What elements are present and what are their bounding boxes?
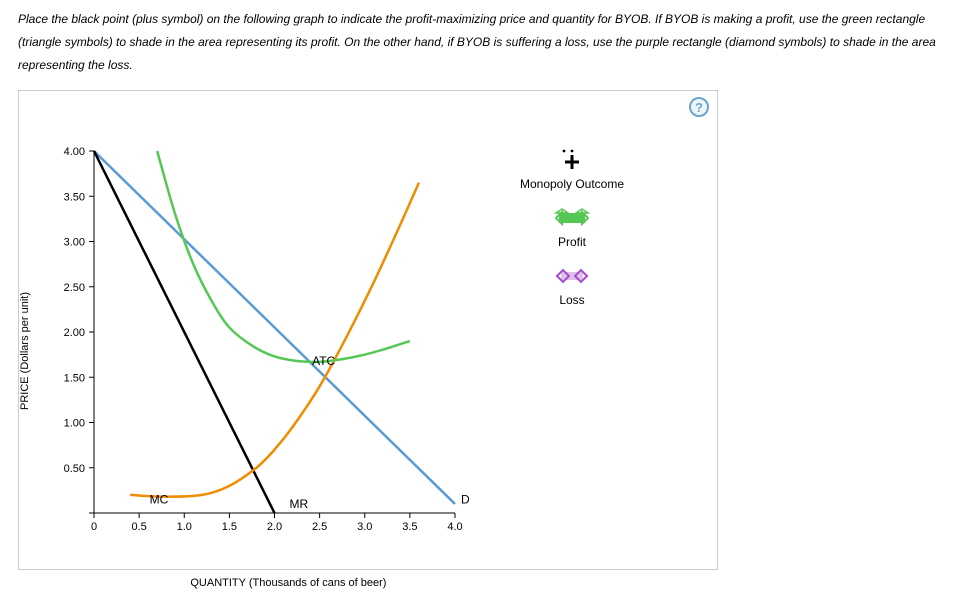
svg-text:3.0: 3.0: [357, 521, 372, 533]
svg-text:ATC: ATC: [312, 354, 335, 368]
svg-text:1.0: 1.0: [177, 521, 192, 533]
chart-svg[interactable]: 0 0.5 1.0 1.5 2.0 2.5 3.0 3.5 4.0 0.50 1.00 1.50 2.0…: [39, 141, 469, 561]
svg-text:2.00: 2.00: [64, 327, 85, 339]
svg-text:3.5: 3.5: [402, 521, 417, 533]
legend-item-loss[interactable]: Loss: [546, 265, 598, 307]
svg-text:4.0: 4.0: [447, 521, 462, 533]
y-axis-label: PRICE (Dollars per unit): [19, 292, 31, 410]
svg-text:3.00: 3.00: [64, 237, 85, 249]
legend-item-profit[interactable]: Profit: [546, 207, 598, 249]
chart-area[interactable]: PRICE (Dollars per unit) 00.51.01.52.02.…: [39, 141, 469, 561]
svg-text:1.00: 1.00: [64, 418, 85, 430]
legend-item-monopoly[interactable]: Monopoly Outcome: [520, 145, 624, 191]
legend: Monopoly Outcome Profit Loss: [497, 141, 647, 561]
svg-text:3.50: 3.50: [64, 192, 85, 204]
svg-text:2.50: 2.50: [64, 282, 85, 294]
plus-icon: [552, 145, 592, 171]
legend-label-monopoly: Monopoly Outcome: [520, 177, 624, 191]
svg-text:2.5: 2.5: [312, 521, 327, 533]
legend-label-profit: Profit: [558, 235, 586, 249]
svg-text:MR: MR: [290, 497, 309, 511]
svg-text:MC: MC: [150, 493, 169, 507]
svg-text:1.50: 1.50: [64, 373, 85, 385]
svg-text:2.0: 2.0: [267, 521, 282, 533]
profit-icon: [546, 207, 598, 229]
svg-text:0.5: 0.5: [131, 521, 146, 533]
svg-text:0: 0: [91, 521, 97, 533]
svg-text:0.50: 0.50: [64, 463, 85, 475]
instructions-text: Place the black point (plus symbol) on t…: [18, 8, 948, 76]
chart-wrap: PRICE (Dollars per unit) 00.51.01.52.02.…: [27, 99, 709, 561]
svg-text:D: D: [461, 493, 470, 507]
svg-text:1.5: 1.5: [222, 521, 237, 533]
chart-panel: ? PRICE (Dollars per unit) 00.51.01.52.0…: [18, 90, 718, 570]
svg-text:4.00: 4.00: [64, 146, 85, 158]
x-axis-label: QUANTITY (Thousands of cans of beer): [190, 577, 386, 589]
loss-icon: [546, 265, 598, 287]
legend-label-loss: Loss: [559, 293, 584, 307]
